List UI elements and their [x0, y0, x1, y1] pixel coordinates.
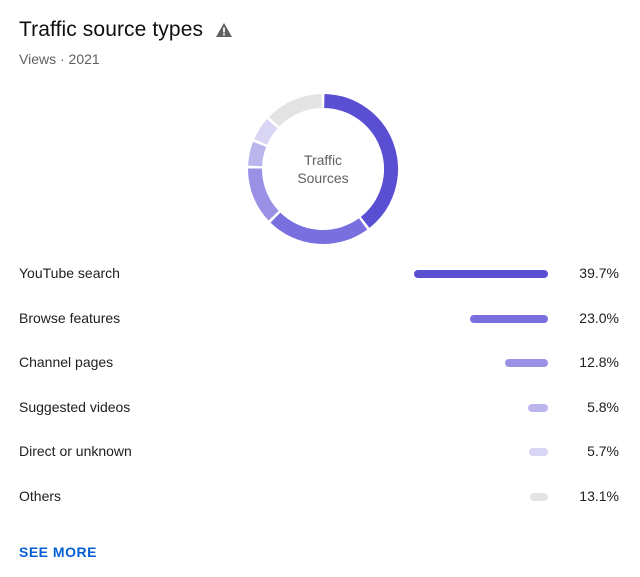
card-header: Traffic source types: [19, 18, 233, 42]
traffic-source-row[interactable]: Others 13.1%: [0, 474, 640, 519]
warning-triangle-icon[interactable]: [215, 21, 233, 39]
donut-segment-channel-pages[interactable]: [248, 168, 279, 221]
traffic-source-bar: [528, 448, 548, 457]
traffic-source-bar: [504, 359, 548, 368]
donut-segment-direct-or-unknown[interactable]: [254, 119, 278, 145]
traffic-source-value: 5.7%: [587, 443, 619, 460]
card-subtitle: Views · 2021: [19, 51, 100, 67]
traffic-source-bar: [414, 270, 548, 278]
donut-center-line1: Traffic: [303, 152, 343, 168]
donut-segment-others[interactable]: [269, 94, 323, 127]
traffic-source-list: YouTube search 39.7% Browse features 23.0% C…: [0, 251, 640, 519]
traffic-source-label: Others: [19, 487, 62, 504]
donut-center-label: Traffic Sources: [245, 91, 401, 247]
traffic-source-value: 12.8%: [579, 354, 619, 371]
donut-center-line2: Sources: [297, 170, 349, 186]
traffic-source-label: Direct or unknown: [19, 443, 132, 460]
traffic-source-value: 5.8%: [587, 398, 619, 415]
traffic-donut-chart: Traffic Sources: [245, 91, 401, 247]
traffic-source-bar: [470, 314, 548, 323]
donut-segment-suggested-videos[interactable]: [248, 141, 267, 167]
traffic-source-bar: [530, 492, 548, 501]
traffic-source-row[interactable]: Channel pages 12.8%: [0, 340, 640, 385]
traffic-source-value: 39.7%: [579, 265, 619, 281]
see-more-link[interactable]: SEE MORE: [19, 544, 97, 560]
traffic-source-label: Suggested videos: [19, 398, 131, 415]
traffic-source-value: 13.1%: [579, 487, 619, 504]
traffic-source-row[interactable]: YouTube search 39.7%: [0, 251, 640, 296]
traffic-source-label: Browse features: [19, 309, 121, 326]
donut-segment-browse-features[interactable]: [270, 212, 368, 244]
traffic-source-label: Channel pages: [19, 354, 114, 371]
traffic-source-label: YouTube search: [19, 265, 120, 281]
donut-segment-youtube-search[interactable]: [323, 94, 398, 228]
donut-svg: [248, 94, 398, 244]
traffic-source-row[interactable]: Browse features 23.0%: [0, 296, 640, 341]
card-title: Traffic source types: [19, 18, 204, 41]
traffic-source-bar: [528, 403, 548, 412]
traffic-source-row[interactable]: Suggested videos 5.8%: [0, 385, 640, 430]
traffic-source-row[interactable]: Direct or unknown 5.7%: [0, 429, 640, 474]
traffic-source-value: 23.0%: [579, 309, 619, 326]
